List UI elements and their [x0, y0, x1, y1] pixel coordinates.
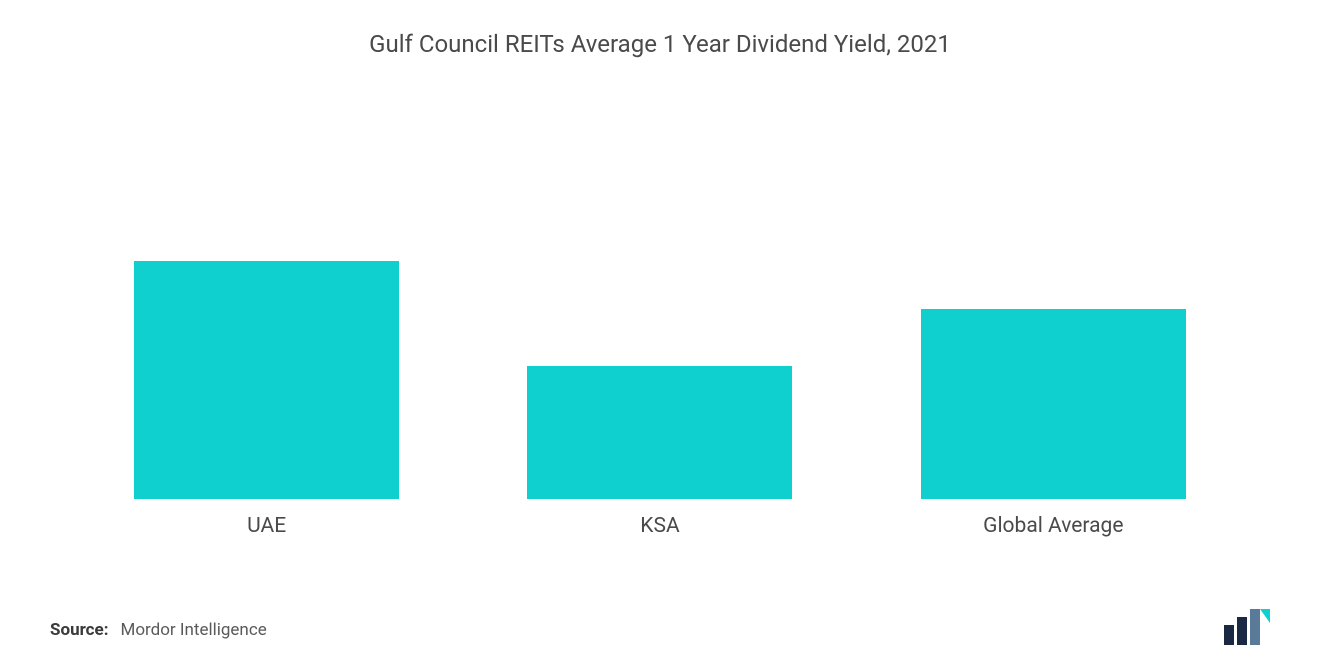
bar-label-ksa: KSA [640, 514, 679, 538]
mordor-logo-icon [1222, 609, 1270, 645]
chart-area: UAE KSA Global Average [50, 98, 1270, 538]
bar-label-uae: UAE [247, 514, 286, 538]
source-value: Mordor Intelligence [120, 620, 266, 640]
bar-group-uae: UAE [107, 261, 427, 538]
bar-label-global: Global Average [983, 514, 1123, 538]
chart-container: Gulf Council REITs Average 1 Year Divide… [0, 0, 1320, 665]
source-row: Source: Mordor Intelligence [50, 620, 267, 640]
bar-global [921, 309, 1186, 499]
bar-ksa [527, 366, 792, 499]
bar-group-global: Global Average [893, 309, 1213, 538]
source-label: Source: [50, 620, 108, 640]
bar-uae [134, 261, 399, 499]
bar-group-ksa: KSA [500, 366, 820, 538]
chart-title: Gulf Council REITs Average 1 Year Divide… [50, 30, 1270, 58]
